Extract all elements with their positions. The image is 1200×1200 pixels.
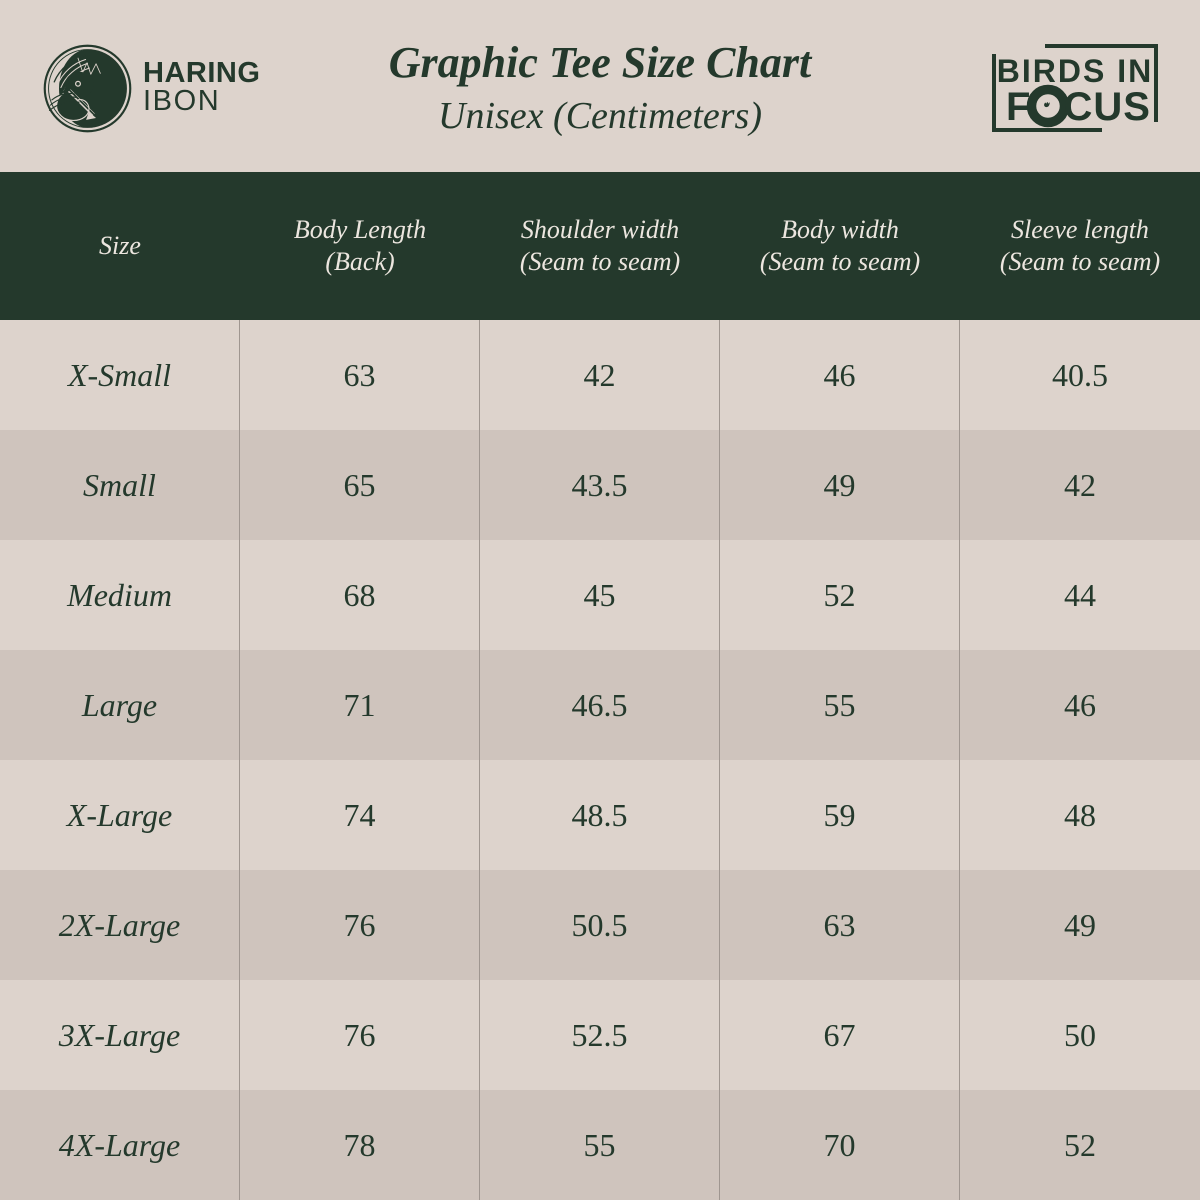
- svg-text:CUS: CUS: [1064, 85, 1151, 129]
- svg-text:BIRDS IN: BIRDS IN: [997, 53, 1153, 89]
